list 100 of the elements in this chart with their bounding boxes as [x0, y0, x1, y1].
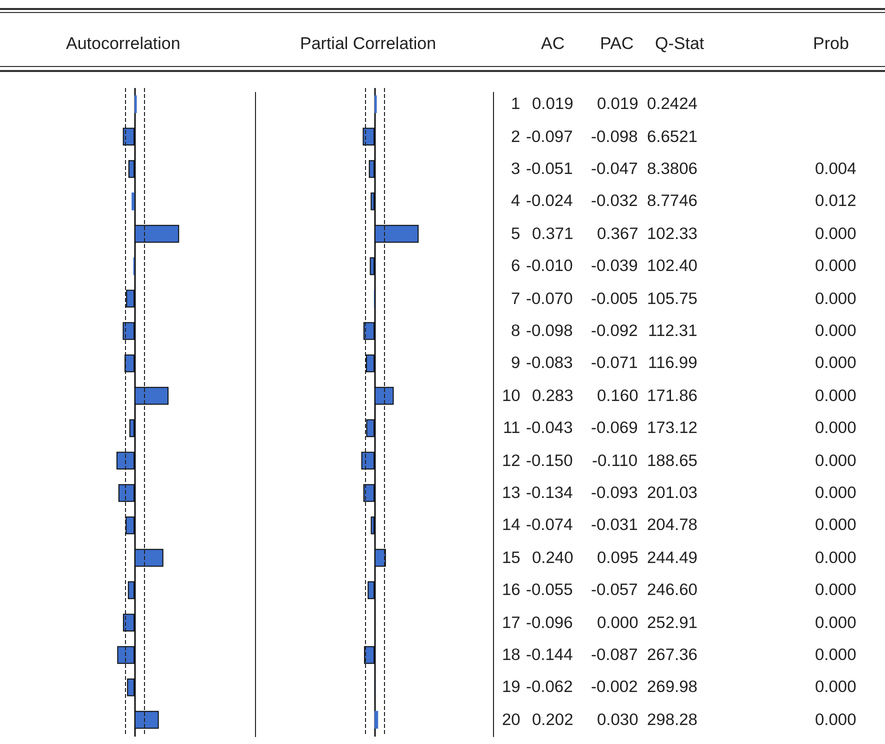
chart-title: Partial Correlation	[300, 34, 436, 54]
text: 0.000	[815, 256, 856, 276]
y-tick-label: 7	[511, 288, 520, 309]
y-tick-label: 3	[511, 159, 520, 179]
data-label: 0.019	[597, 94, 638, 114]
y-tick-label: 8	[511, 321, 520, 341]
data-label: -0.134	[526, 483, 573, 503]
data-label: -0.098	[591, 126, 638, 147]
text: 0.000	[815, 580, 856, 600]
data-label: -0.071	[591, 353, 638, 374]
bar	[132, 192, 134, 210]
y-tick-label: 5	[511, 224, 520, 244]
text: 8.7746	[647, 191, 698, 212]
data-label: 0.000	[597, 612, 638, 633]
data-label: -0.005	[591, 288, 638, 309]
data-label: -0.051	[526, 159, 573, 179]
bar	[374, 710, 378, 729]
data-label: -0.083	[526, 353, 573, 374]
text: 0.004	[815, 159, 856, 179]
data-label: -0.150	[526, 450, 573, 471]
data-label: 0.019	[532, 94, 574, 114]
y-tick-label: 10	[502, 386, 520, 406]
text: 102.40	[647, 256, 698, 276]
text: 246.60	[647, 580, 698, 600]
text: 0.000	[815, 321, 856, 341]
data-label: -0.096	[526, 612, 573, 633]
chart-title: Autocorrelation	[66, 34, 180, 54]
text: 0.000	[815, 288, 856, 309]
data-label: -0.057	[591, 580, 638, 600]
data-label: -0.032	[591, 191, 638, 212]
text: 0.000	[815, 450, 856, 471]
data-label: -0.010	[526, 256, 573, 276]
data-label: -0.097	[526, 126, 573, 147]
data-label: 0.283	[532, 386, 574, 406]
text: 0.000	[815, 645, 856, 665]
data-label: 0.030	[597, 710, 638, 730]
data-label: -0.047	[591, 159, 638, 179]
text: 0.000	[815, 386, 856, 406]
data-label: -0.092	[591, 321, 638, 341]
text: 173.12	[647, 418, 698, 438]
data-label: -0.074	[526, 515, 573, 536]
data-label: -0.055	[526, 580, 573, 600]
data-label: 0.367	[597, 224, 638, 244]
text: 0.000	[815, 224, 856, 244]
text: 116.99	[648, 353, 698, 374]
data-label: 0.371	[532, 224, 574, 244]
data-label: -0.069	[591, 418, 638, 438]
data-label: -0.002	[591, 677, 638, 698]
text: 188.65	[647, 450, 698, 471]
data-label: -0.070	[526, 288, 573, 309]
text: 252.91	[647, 612, 698, 633]
y-tick-label: 9	[511, 353, 520, 374]
y-tick-label: 18	[502, 645, 520, 665]
data-label: -0.110	[592, 450, 638, 471]
text: 244.49	[647, 548, 698, 568]
text: 0.012	[815, 191, 856, 212]
y-tick-label: 14	[502, 515, 520, 536]
text: AC	[541, 34, 565, 54]
data-label: -0.144	[526, 645, 573, 665]
text: 0.000	[815, 612, 856, 633]
text: 6.6521	[647, 126, 698, 147]
text: PAC	[600, 34, 634, 54]
data-label: -0.043	[526, 418, 573, 438]
text: 298.28	[647, 710, 698, 730]
y-tick-label: 19	[502, 677, 520, 698]
data-label: -0.062	[526, 677, 573, 698]
text: 267.36	[647, 645, 698, 665]
text: 8.3806	[647, 159, 698, 179]
data-label: -0.098	[526, 321, 573, 341]
text: 269.98	[647, 677, 698, 698]
y-tick-label: 17	[502, 612, 520, 633]
text: 0.000	[815, 515, 856, 536]
text: 0.000	[815, 353, 856, 374]
y-tick-label: 2	[511, 126, 520, 147]
y-tick-label: 20	[502, 710, 520, 730]
text: 0.000	[815, 418, 856, 438]
y-tick-label: 12	[502, 450, 520, 471]
data-label: 0.240	[532, 548, 574, 568]
data-label: -0.024	[526, 191, 573, 212]
text: 204.78	[647, 515, 698, 536]
data-label: -0.087	[591, 645, 638, 665]
data-label: 0.202	[532, 710, 574, 730]
text: 105.75	[647, 288, 698, 309]
data-label: 0.160	[597, 386, 638, 406]
data-label: -0.039	[591, 256, 638, 276]
text: Q-Stat	[655, 34, 704, 54]
y-tick-label: 13	[502, 483, 520, 503]
y-tick-label: 6	[511, 256, 520, 276]
text: Prob	[813, 34, 849, 54]
text: 0.000	[815, 677, 856, 698]
y-tick-label: 11	[503, 418, 520, 438]
text: 0.2424	[647, 94, 698, 114]
text: 0.000	[815, 710, 856, 730]
y-tick-label: 15	[502, 548, 520, 568]
y-tick-label: 4	[511, 191, 520, 212]
text: 0.000	[815, 483, 856, 503]
data-label: -0.031	[591, 515, 638, 536]
text: 201.03	[647, 483, 698, 503]
data-label: 0.095	[597, 548, 638, 568]
text: 102.33	[647, 224, 698, 244]
